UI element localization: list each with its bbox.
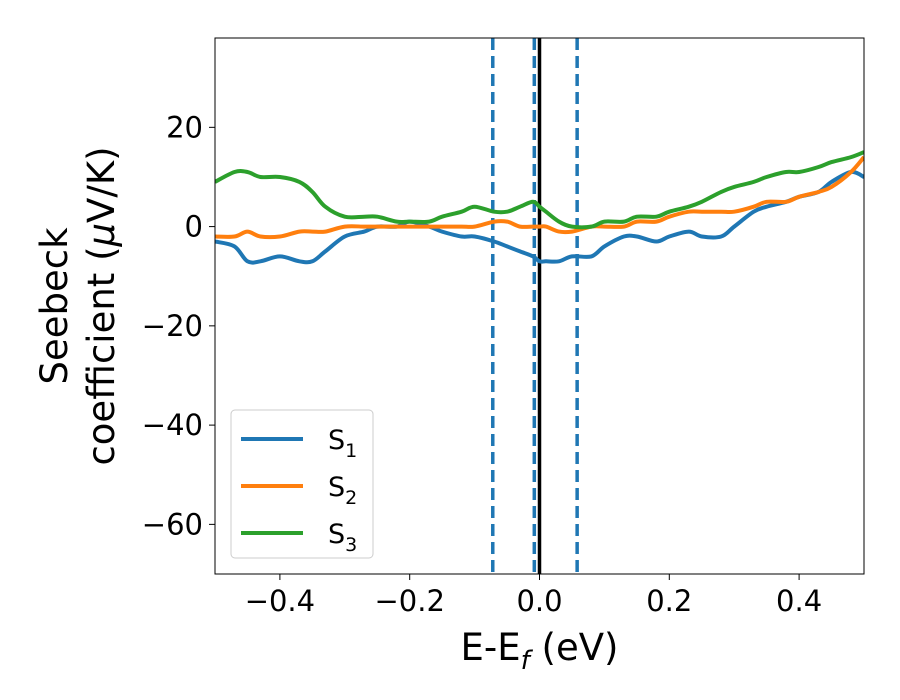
series-line-s2 xyxy=(215,155,864,240)
legend-label-s3: S3 xyxy=(328,519,357,556)
x-tick-label: 0.0 xyxy=(516,584,562,618)
reference-lines xyxy=(491,38,579,574)
y-tick-label: −20 xyxy=(142,309,203,343)
y-tick-label: −40 xyxy=(142,408,203,442)
series-line-s3 xyxy=(215,150,864,230)
y-tick-label: 20 xyxy=(166,110,203,144)
x-axis-title: E-Ef (eV) xyxy=(461,626,619,676)
y-axis-title-line2: coefficient (μV/K) xyxy=(80,146,123,465)
legend: S1 S2 S3 xyxy=(230,409,374,559)
y-tick-label: 0 xyxy=(185,210,203,244)
y-tick-label: −60 xyxy=(142,507,203,541)
legend-label-s1: S1 xyxy=(328,425,357,462)
series-lines xyxy=(215,150,864,265)
x-tick-label: 0.2 xyxy=(646,584,692,618)
x-axis-ticks: −0.4 −0.2 0.0 0.2 0.4 xyxy=(245,574,822,618)
y-axis-title-line1: Seebeck xyxy=(33,227,76,385)
legend-label-s2: S2 xyxy=(328,472,357,509)
x-tick-label: −0.2 xyxy=(374,584,444,618)
y-axis-ticks: 20 0 −20 −40 −60 xyxy=(142,110,215,541)
x-tick-label: −0.4 xyxy=(245,584,315,618)
x-tick-label: 0.4 xyxy=(776,584,822,618)
series-line-s1 xyxy=(215,169,864,265)
